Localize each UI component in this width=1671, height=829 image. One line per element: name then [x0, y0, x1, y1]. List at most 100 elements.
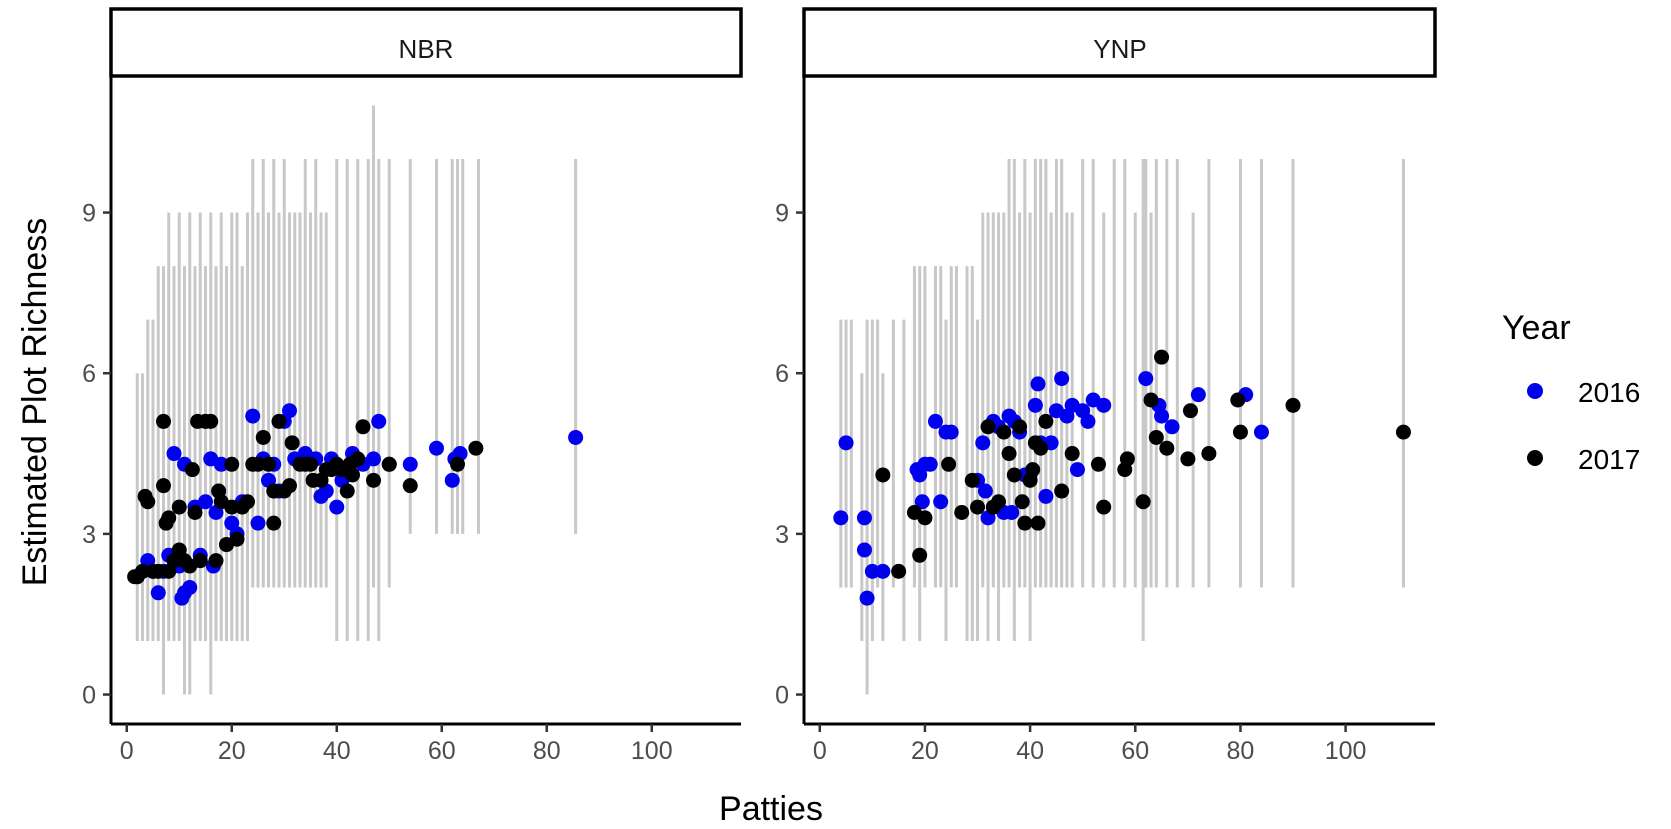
point-2017-ynp	[1017, 515, 1033, 531]
panel-nbr: NBR 0 20 40 60 80 100 0 3 6 9	[82, 7, 743, 765]
strip-label-ynp: YNP	[1093, 34, 1146, 64]
point-2016-ynp	[1154, 408, 1170, 424]
point-2017-ynp	[1012, 419, 1028, 435]
point-2017-nbr	[161, 510, 177, 526]
point-2016-nbr	[166, 446, 182, 462]
point-2017-ynp	[1154, 349, 1170, 365]
point-2017-nbr	[266, 483, 282, 499]
point-2016-ynp	[864, 563, 880, 579]
y-tick-label-ynp: 3	[775, 521, 789, 549]
point-2017-ynp	[1159, 440, 1175, 456]
legend-key-2016	[1527, 383, 1543, 399]
point-2016-ynp	[833, 510, 849, 526]
point-2017-nbr	[271, 413, 287, 429]
x-tick-label-nbr: 20	[218, 737, 246, 765]
point-2017-nbr	[208, 553, 224, 569]
point-2017-nbr	[255, 429, 271, 445]
point-2017-ynp	[1033, 440, 1049, 456]
x-tick-label-ynp: 40	[1016, 737, 1044, 765]
x-tick-label-ynp: 0	[813, 737, 827, 765]
point-2017-ynp	[1148, 429, 1164, 445]
point-2016-ynp	[875, 563, 891, 579]
point-2017-ynp	[991, 494, 1007, 510]
point-2017-nbr	[261, 456, 276, 472]
legend-label-2017: 2017	[1578, 444, 1640, 475]
y-axis-title: Estimated Plot Richness	[16, 218, 54, 587]
legend: Year 2016 2017	[1502, 309, 1640, 475]
y-tick-label-nbr: 9	[82, 200, 96, 228]
x-tick-label-nbr: 40	[323, 737, 351, 765]
point-2017-nbr	[381, 456, 397, 472]
point-2017-nbr	[240, 494, 255, 510]
point-2016-ynp	[927, 413, 943, 429]
points-ynp	[833, 349, 1411, 606]
point-2017-ynp	[964, 472, 980, 488]
point-2016-ynp	[933, 494, 949, 510]
point-2017-nbr	[135, 563, 150, 579]
point-2016-ynp	[1027, 397, 1043, 413]
point-2017-nbr	[224, 456, 240, 472]
x-tick-label-ynp: 60	[1121, 737, 1149, 765]
point-2017-ynp	[1395, 424, 1411, 440]
point-2016-ynp	[1190, 387, 1206, 403]
point-2017-ynp	[891, 563, 907, 579]
point-2016-nbr	[150, 585, 166, 601]
point-2017-nbr	[282, 478, 297, 494]
errorbars-nbr	[135, 105, 578, 695]
point-2017-ynp	[917, 510, 933, 526]
point-2017-ynp	[980, 419, 996, 435]
y-tick-label-nbr: 3	[82, 521, 96, 549]
y-tick-label-nbr: 6	[82, 360, 96, 388]
point-2017-ynp	[1054, 483, 1070, 499]
point-2017-ynp	[1143, 392, 1159, 408]
y-tick-label-ynp: 9	[775, 200, 789, 228]
point-2017-ynp	[1232, 424, 1248, 440]
point-2016-nbr	[366, 451, 381, 467]
point-2017-nbr	[250, 456, 266, 472]
legend-label-2016: 2016	[1578, 377, 1640, 408]
point-2016-ynp	[914, 494, 930, 510]
point-2016-ynp	[1030, 376, 1046, 392]
point-2016-nbr	[213, 456, 229, 472]
legend-key-2017	[1527, 450, 1543, 466]
point-2017-ynp	[1025, 462, 1041, 478]
point-2016-ynp	[922, 456, 938, 472]
point-2017-nbr	[192, 553, 208, 569]
point-2016-nbr	[245, 408, 261, 424]
point-2017-ynp	[875, 467, 891, 483]
point-2016-nbr	[402, 456, 418, 472]
point-2017-nbr	[187, 504, 203, 520]
strip-background-ynp	[802, 7, 1437, 78]
y-tick-label-ynp: 6	[775, 360, 789, 388]
point-2016-ynp	[1038, 488, 1054, 504]
point-2017-nbr	[229, 531, 245, 547]
point-2017-nbr	[266, 515, 282, 531]
point-2016-nbr	[429, 440, 444, 456]
point-2016-ynp	[1138, 371, 1154, 387]
point-2016-nbr	[198, 494, 213, 510]
point-2016-nbr	[282, 403, 297, 419]
point-2016-ynp	[1253, 424, 1269, 440]
point-2017-ynp	[1090, 456, 1106, 472]
point-2017-nbr	[203, 413, 219, 429]
point-2017-nbr	[402, 478, 418, 494]
point-2017-nbr	[156, 413, 171, 429]
point-2017-nbr	[284, 435, 300, 451]
y-tick-label-nbr: 0	[82, 682, 96, 710]
point-2017-nbr	[140, 494, 156, 510]
point-2017-ynp	[996, 424, 1012, 440]
point-2017-nbr	[156, 478, 171, 494]
point-2017-ynp	[1064, 446, 1080, 462]
point-2016-ynp	[943, 424, 959, 440]
point-2017-nbr	[355, 419, 371, 435]
point-2017-ynp	[1001, 446, 1017, 462]
axes-ynp: 0 20 40 60 80 100 0 3 6 9	[775, 76, 1435, 765]
point-2017-ynp	[1038, 413, 1054, 429]
point-2017-nbr	[150, 563, 166, 579]
points-nbr	[127, 403, 584, 606]
point-2016-ynp	[859, 590, 875, 606]
point-2017-ynp	[1096, 499, 1112, 515]
point-2017-nbr	[339, 483, 355, 499]
point-2017-nbr	[350, 451, 366, 467]
